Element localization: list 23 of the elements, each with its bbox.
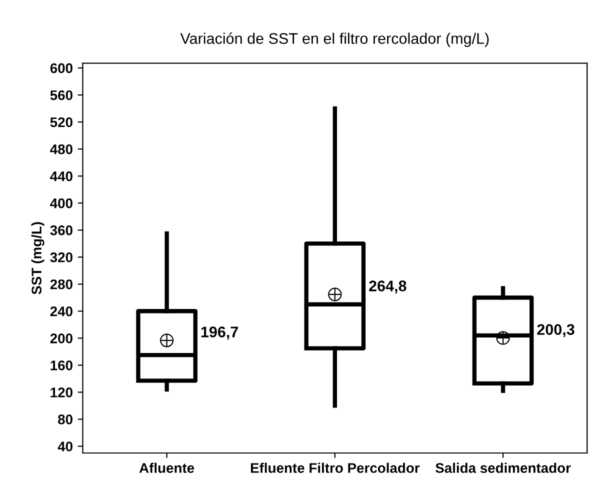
y-tick-label: 200 [50,333,72,344]
x-tick-label: Efluente Filtro Percolador [250,462,420,473]
y-tick-label: 400 [50,198,72,208]
y-tick-label: 240 [50,306,72,316]
text: 200,3 [537,324,574,338]
y-tick-label: 600 [50,63,72,74]
y-tick-label: 320 [50,252,72,262]
chart-title: Variación de SST en el filtro rercolador (mg/L) [180,32,489,47]
x-tick-label: Salida sedimentador [436,462,571,473]
text: 264,8 [369,280,406,294]
y-tick-label: 520 [50,117,72,128]
text: 196,7 [201,326,238,340]
y-tick-label: 40 [58,442,72,452]
y-tick-label: 360 [50,225,72,236]
y-tick-label: 280 [50,279,72,290]
y-tick-label: 480 [50,144,72,154]
x-tick-label: Afluente [139,462,194,473]
y-tick-label: 80 [58,414,72,424]
y-tick-label: 120 [50,388,72,398]
y-tick-label: 560 [50,90,72,100]
y-tick-label: 440 [50,171,72,182]
y-tick-label: 160 [50,360,72,370]
y-axis-title: SST (mg/L) [31,222,44,294]
